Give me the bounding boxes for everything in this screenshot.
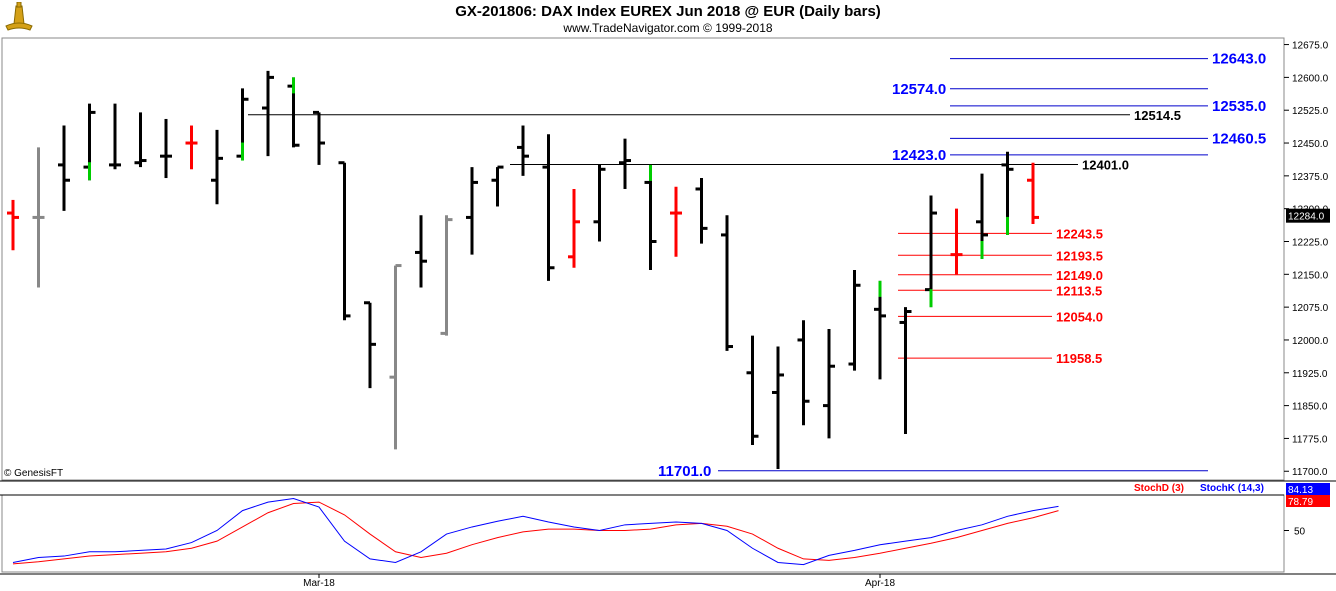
y-tick-label: 12150.0 (1292, 270, 1329, 281)
ohlc-bar (644, 164, 657, 270)
ohlc-bar (83, 103, 96, 181)
ohlc-bar (542, 134, 555, 281)
ohlc-bar (874, 280, 886, 380)
ohlc-bar (415, 215, 427, 288)
y-tick-label: 12075.0 (1292, 303, 1329, 314)
ohlc-bar (440, 215, 453, 336)
ind-readout-label: 84.13 (1288, 485, 1313, 496)
level-label: 11701.0 (658, 463, 711, 480)
price-axis: 12675.012600.012525.012450.012375.012300… (303, 41, 1330, 589)
y-tick-label: 11700.0 (1292, 467, 1328, 478)
level-label: 12514.5 (1134, 108, 1181, 123)
y-tick-label: 12450.0 (1292, 139, 1329, 150)
y-tick-label: 11925.0 (1292, 369, 1328, 380)
ohlc-bar (797, 320, 810, 426)
ohlc-bar (7, 199, 19, 251)
x-tick-label: Mar-18 (303, 578, 335, 589)
level-label: 12460.5 (1212, 130, 1266, 147)
ohlc-bar (721, 215, 733, 351)
y-tick-label: 12525.0 (1292, 106, 1329, 117)
chart-frame (0, 37, 1336, 575)
ohlc-bar (746, 335, 759, 445)
level-label: 12643.0 (1212, 51, 1266, 68)
level-label: 12054.0 (1056, 309, 1103, 324)
y-tick-label: 12225.0 (1292, 237, 1329, 248)
ind-readout-label: 78.79 (1288, 497, 1313, 508)
price-plot-border (1, 37, 1285, 481)
ohlc-bar (109, 103, 121, 170)
lighthouse-logo-icon (5, 2, 33, 31)
level-label: 12243.5 (1056, 226, 1103, 241)
ohlc-bar (338, 161, 351, 321)
stoch-line (12, 501, 1059, 565)
level-label: 12423.0 (892, 147, 946, 164)
indicator-plot-border (1, 494, 1285, 573)
ohlc-bar (160, 118, 172, 179)
last-price-box (1286, 208, 1330, 223)
ohlc-bar (670, 186, 682, 257)
watermark: © GenesisFT (4, 468, 64, 479)
stoch-line (12, 498, 1059, 566)
ohlc-bar (976, 173, 988, 259)
chart-subtitle: www.TradeNavigator.com © 1999-2018 (563, 21, 773, 35)
ohlc-bars (7, 70, 1039, 470)
ohlc-bar (185, 125, 198, 170)
ohlc-bar (134, 112, 147, 168)
y-tick-label: 12375.0 (1292, 172, 1329, 183)
y-tick-label: 12600.0 (1292, 73, 1329, 84)
ohlc-bar (58, 125, 70, 211)
x-tick-label: Apr-18 (865, 578, 895, 589)
ohlc-bar (848, 269, 861, 371)
level-label: 11958.5 (1056, 351, 1102, 366)
ind-readout-box (1286, 495, 1330, 507)
ind-y-tick-label: 50 (1294, 527, 1306, 538)
ohlc-bar (466, 167, 478, 255)
ohlc-bar (593, 164, 606, 242)
price-levels: 12643.0 12574.0 12535.0 12514.5 12460.5 12423… (248, 51, 1266, 480)
chart-title: GX-201806: DAX Index EUREX Jun 2018 @ EU… (455, 3, 881, 20)
legend-stochd: StochD (3) (1134, 483, 1184, 494)
level-label: 12535.0 (1212, 98, 1266, 115)
ohlc-bar (287, 77, 300, 148)
ohlc-bar (568, 188, 580, 268)
ohlc-bar (491, 165, 504, 207)
y-tick-label: 12675.0 (1292, 41, 1329, 52)
ohlc-bar (236, 88, 249, 161)
ohlc-bar (619, 138, 631, 189)
ind-readout-box (1286, 483, 1330, 495)
ohlc-bar (950, 208, 963, 275)
level-label: 12113.5 (1056, 283, 1102, 298)
level-label: 12574.0 (892, 81, 946, 98)
ohlc-bar (925, 195, 937, 308)
ohlc-bar (899, 307, 912, 435)
level-label: 12193.5 (1056, 248, 1103, 263)
ohlc-bar (211, 129, 223, 205)
ohlc-bar (1001, 151, 1014, 235)
ohlc-bar (1027, 162, 1039, 224)
ohlc-bar (772, 346, 784, 470)
ohlc-bar (823, 329, 835, 439)
ohlc-bar (364, 301, 376, 389)
level-label: 12401.0 (1082, 157, 1129, 172)
last-price-label: 12284.0 (1288, 212, 1325, 223)
legend-stochk: StochK (14,3) (1200, 483, 1264, 494)
y-tick-label: 11850.0 (1292, 402, 1328, 413)
ohlc-bar (695, 178, 708, 244)
y-tick-label: 12000.0 (1292, 336, 1329, 347)
ohlc-bar (389, 264, 402, 450)
ohlc-bar (313, 110, 325, 165)
ohlc-bar (262, 70, 274, 157)
ohlc-bar (32, 147, 45, 288)
y-tick-label: 11775.0 (1292, 434, 1328, 445)
ohlc-bar (517, 125, 529, 176)
level-label: 12149.0 (1056, 268, 1103, 283)
